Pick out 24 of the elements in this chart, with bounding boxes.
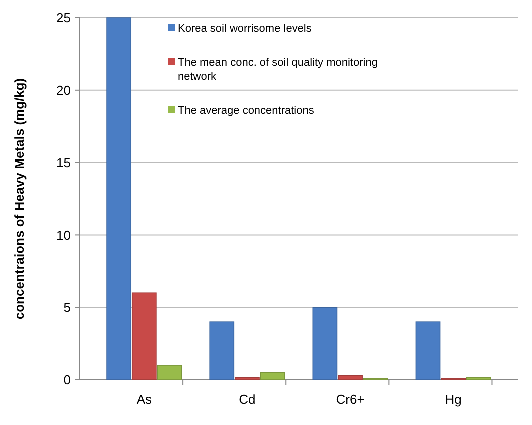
x-tick-label: As <box>136 392 152 407</box>
bar <box>416 322 441 380</box>
y-axis-title: concentraions of Heavy Metals (mg/kg) <box>12 78 27 320</box>
y-tick-label: 20 <box>56 82 71 98</box>
bar <box>466 377 492 380</box>
x-tick-label: Cd <box>239 392 256 407</box>
legend-label: Korea soil worrisome levels <box>178 23 312 35</box>
y-tick-label: 0 <box>64 372 71 388</box>
x-tick-label: Cr6+ <box>336 392 365 407</box>
x-tick-label: Hg <box>445 392 462 407</box>
y-tick-label: 5 <box>64 300 71 316</box>
bar <box>132 292 157 380</box>
bar <box>312 307 338 380</box>
y-tick-label: 15 <box>56 155 71 170</box>
legend-label: The mean conc. of soil quality monitoring network <box>178 57 378 83</box>
bar <box>157 365 182 380</box>
y-tick-label: 10 <box>56 228 71 243</box>
bar <box>210 322 235 380</box>
bar <box>106 18 132 380</box>
legend-label: The average concentrations <box>178 105 315 117</box>
bar <box>235 377 260 380</box>
bar <box>338 375 363 380</box>
y-tick-label: 25 <box>56 10 71 26</box>
bar <box>260 372 286 380</box>
